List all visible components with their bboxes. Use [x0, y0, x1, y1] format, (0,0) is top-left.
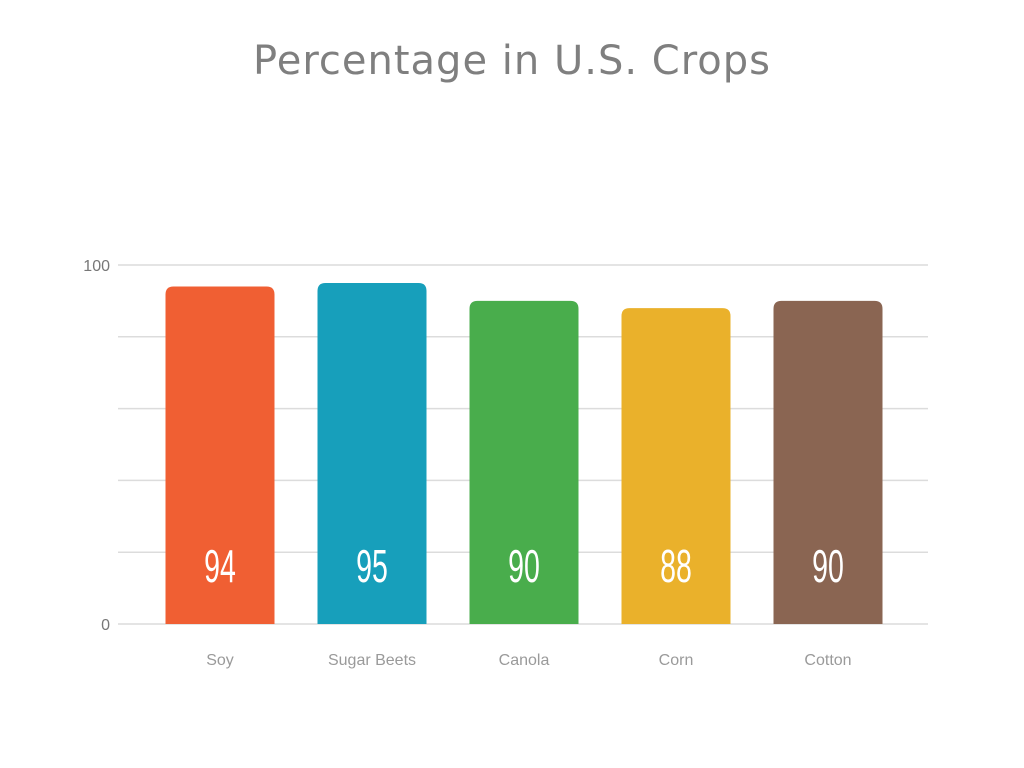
y-tick-label: 0: [101, 617, 110, 634]
bar-corn: [621, 308, 731, 624]
bar-value-label: 94: [204, 541, 236, 593]
bar-value-label: 90: [508, 541, 540, 593]
bar-value-label: 90: [812, 541, 844, 593]
bar-canola: [469, 300, 579, 624]
y-tick-label: 100: [83, 258, 110, 275]
category-label: Soy: [206, 652, 234, 669]
category-label: Sugar Beets: [328, 652, 416, 669]
category-label: Corn: [659, 652, 694, 669]
chart-title: Percentage in U.S. Crops: [253, 38, 771, 84]
bar-value-label: 88: [660, 541, 692, 593]
axes: 0 100 Soy Sugar Beets Canola Corn Cotton: [83, 258, 851, 669]
category-label: Canola: [499, 652, 550, 669]
category-label: Cotton: [804, 652, 851, 669]
bars: 94 95 90 88 90: [165, 282, 883, 624]
bar-soy: [165, 286, 275, 624]
bar-cotton: [773, 300, 883, 624]
bar-sugar-beets: [317, 282, 427, 624]
bar-value-label: 95: [356, 541, 388, 593]
